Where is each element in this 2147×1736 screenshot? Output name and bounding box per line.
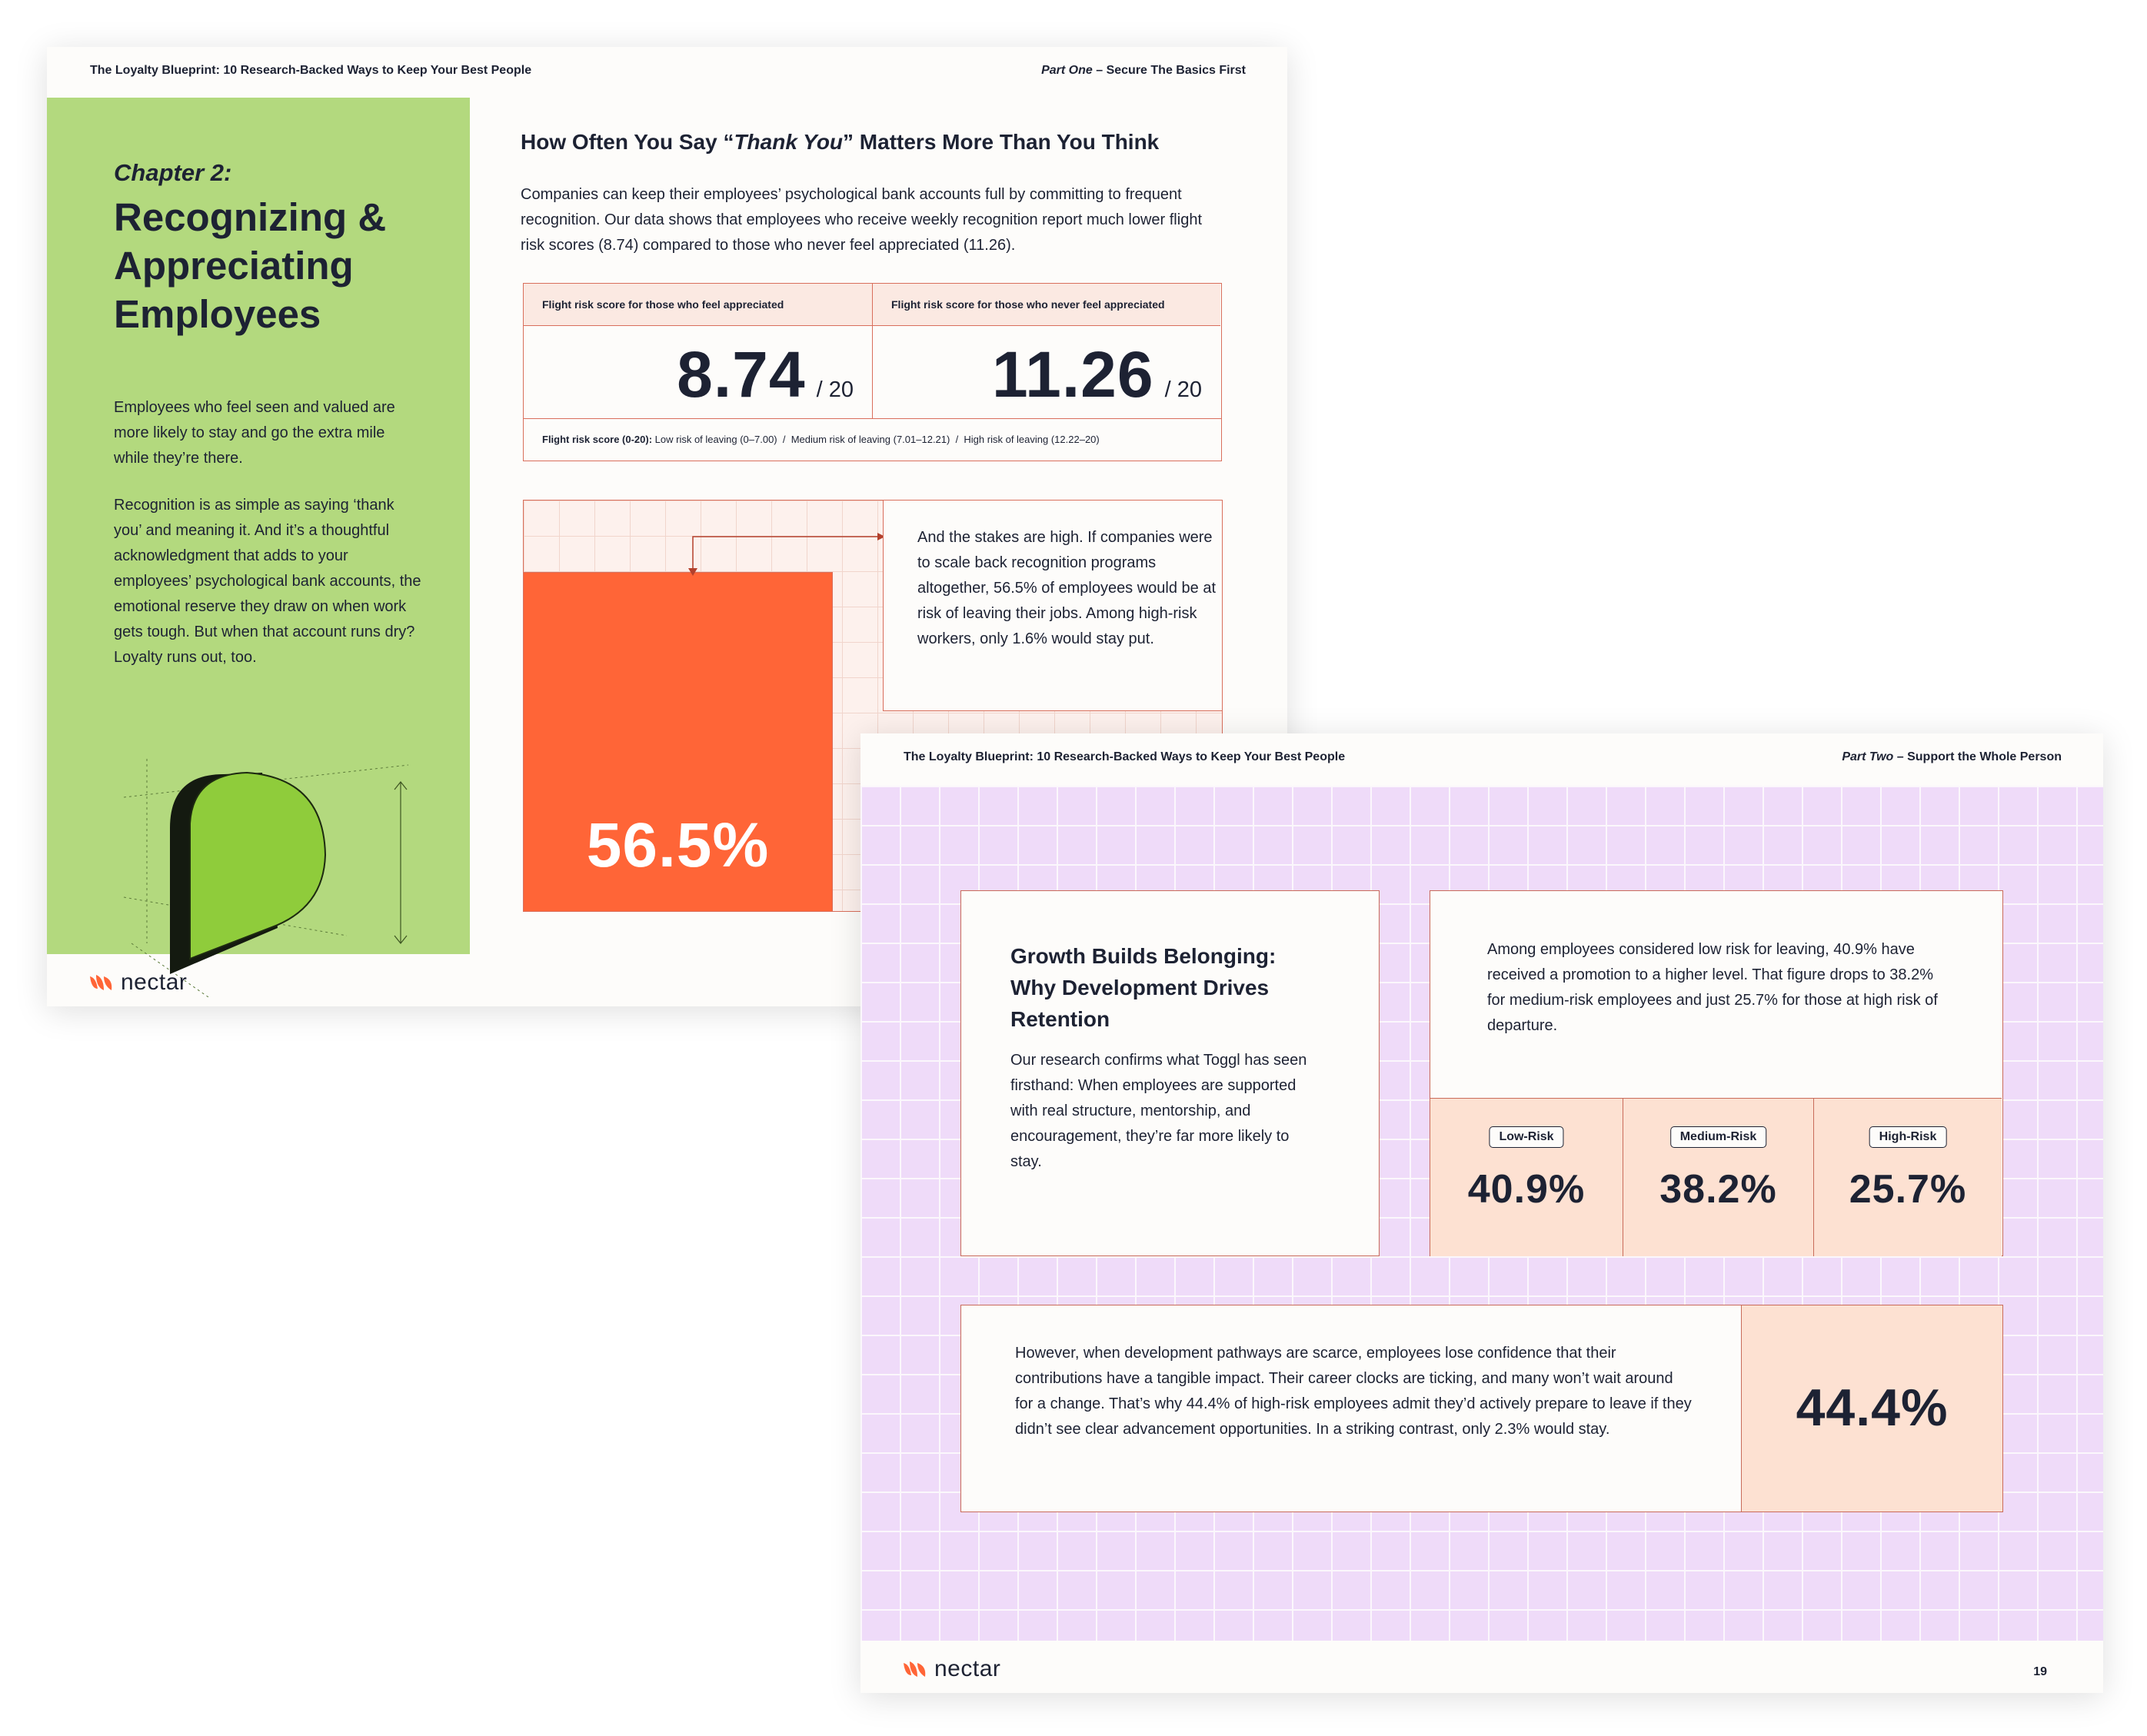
risk-tag: Low-Risk	[1489, 1126, 1564, 1148]
stat-never-appreciated: Flight risk score for those who never fe…	[873, 284, 1220, 418]
risk-tag: High-Risk	[1869, 1126, 1947, 1148]
header-title: The Loyalty Blueprint: 10 Research-Backe…	[90, 64, 532, 77]
risk-tag: Medium-Risk	[1669, 1126, 1767, 1148]
risk-scale-legend: Flight risk score (0-20): Low risk of le…	[524, 418, 1221, 461]
part-section: – Secure The Basics First	[1092, 64, 1246, 77]
risk-value: 40.9%	[1467, 1167, 1586, 1212]
risk-high: High-Risk 25.7%	[1813, 1098, 2002, 1256]
risk-bar: 56.5%	[523, 572, 833, 912]
stakes-note: And the stakes are high. If companies we…	[883, 500, 1223, 711]
header-title: The Loyalty Blueprint: 10 Research-Backe…	[904, 750, 1346, 763]
stat-denominator: / 20	[816, 377, 854, 402]
header-part: Part One – Secure The Basics First	[1041, 64, 1246, 78]
logo-wordmark: nectar	[934, 1656, 1001, 1681]
page-footer: nectar	[47, 954, 1287, 1006]
stat-label: Flight risk score for those who never fe…	[873, 284, 1220, 326]
part-section: – Support the Whole Person	[1893, 750, 2062, 763]
card-title: Growth Builds Belonging: Why Development…	[1010, 944, 1277, 1031]
nectar-logo: nectar	[902, 1656, 1000, 1682]
sidebar-paragraph: Recognition is as simple as saying ‘than…	[114, 497, 421, 666]
stat-value: 11.26	[992, 338, 1154, 411]
risk-medium: Medium-Risk 38.2%	[1623, 1098, 1813, 1256]
chapter-title: Recognizing & Appreciating Employees	[114, 195, 387, 336]
nectar-logo-icon	[904, 1661, 926, 1677]
risk-value: 25.7%	[1849, 1167, 1967, 1212]
growth-card: Growth Builds Belonging: Why Development…	[960, 890, 1380, 1256]
page-footer: nectar 19	[860, 1641, 2103, 1693]
sidebar-paragraph: Employees who feel seen and valued are m…	[114, 399, 395, 467]
risk-low: Low-Risk 40.9%	[1430, 1098, 1623, 1256]
stat-label: Flight risk score for those who feel app…	[524, 284, 872, 326]
stat-value: 44.4%	[1796, 1378, 1949, 1437]
page-one: The Loyalty Blueprint: 10 Research-Backe…	[47, 47, 1287, 1006]
stat-value: 8.74	[677, 338, 806, 411]
part-label: Part One	[1041, 64, 1093, 77]
development-card: However, when development pathways are s…	[960, 1305, 2003, 1512]
chapter-label: Chapter 2:	[114, 159, 232, 186]
card-body: However, when development pathways are s…	[1015, 1345, 1692, 1438]
page-number: 19	[2033, 1665, 2047, 1678]
flight-risk-stats: Flight risk score for those who feel app…	[523, 283, 1222, 461]
page-header: The Loyalty Blueprint: 10 Research-Backe…	[47, 47, 1287, 98]
nectar-logo-icon	[90, 975, 112, 990]
page-two: The Loyalty Blueprint: 10 Research-Backe…	[860, 733, 2103, 1693]
nectar-logo: nectar	[88, 969, 187, 996]
chapter-sidebar: Chapter 2: Recognizing & Appreciating Em…	[47, 98, 470, 997]
card-body: Among employees considered low risk for …	[1487, 941, 1938, 1034]
chapter-illustration	[123, 759, 409, 997]
connector-arrow	[688, 533, 885, 576]
part-label: Part Two	[1842, 750, 1894, 763]
risk-value: 38.2%	[1659, 1167, 1777, 1212]
stat-denominator: / 20	[1164, 377, 1202, 402]
page-header: The Loyalty Blueprint: 10 Research-Backe…	[860, 733, 2103, 784]
bar-value: 56.5%	[586, 810, 770, 880]
header-part: Part Two – Support the Whole Person	[1842, 750, 2062, 764]
intro-paragraph: Companies can keep their employees’ psyc…	[521, 186, 1202, 254]
promotion-card: Among employees considered low risk for …	[1430, 890, 2003, 1256]
stat-appreciated: Flight risk score for those who feel app…	[524, 284, 873, 418]
logo-wordmark: nectar	[121, 969, 188, 995]
card-stat: 44.4%	[1741, 1305, 2002, 1512]
section-heading: How Often You Say “Thank You” Matters Mo…	[521, 130, 1160, 154]
card-body: Our research confirms what Toggl has see…	[1010, 1052, 1307, 1170]
